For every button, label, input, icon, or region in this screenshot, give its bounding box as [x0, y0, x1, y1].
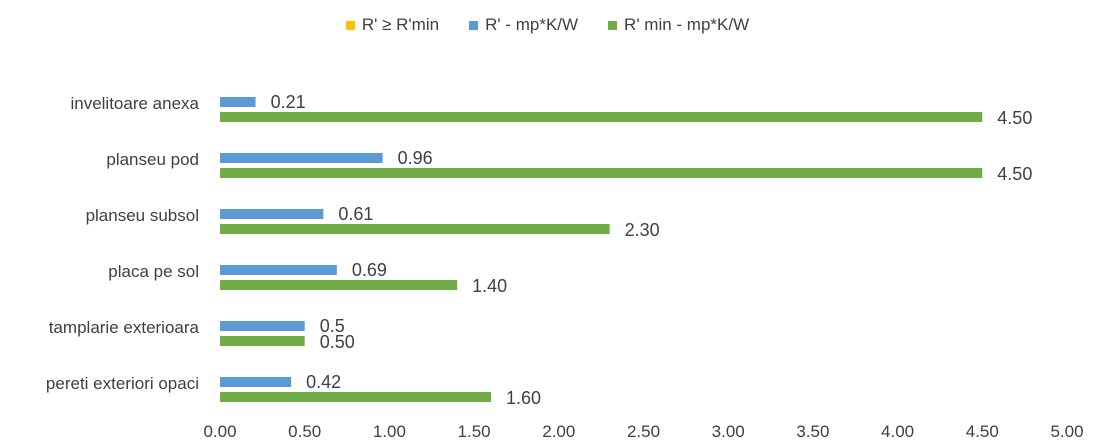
- legend-item-r: R' - mp*K/W: [469, 14, 578, 36]
- bar-rmin: [220, 280, 458, 290]
- legend-label-r: R' - mp*K/W: [485, 15, 579, 34]
- bar-rmin: [220, 112, 983, 122]
- category-label: planseu subsol: [86, 206, 199, 225]
- category-label: tamplarie exterioara: [49, 318, 200, 337]
- category-label: pereti exteriori opaci: [46, 374, 199, 393]
- data-label-rmin: 1.60: [506, 388, 541, 408]
- legend-swatch-r-ge-rmin: [345, 20, 355, 30]
- x-tick-label: 3.00: [712, 422, 745, 441]
- x-tick-label: 2.50: [627, 422, 660, 441]
- category-label: placa pe sol: [108, 262, 199, 281]
- category-label: invelitoare anexa: [70, 94, 199, 113]
- bar-r: [220, 321, 305, 331]
- x-tick-label: 0.00: [203, 422, 236, 441]
- legend-swatch-r: [469, 20, 479, 30]
- legend-item-r-ge-rmin: R' ≥ R'min: [345, 14, 440, 36]
- data-label-rmin: 1.40: [472, 276, 507, 296]
- bar-r: [220, 153, 383, 163]
- data-label-r: 0.69: [352, 260, 387, 280]
- bar-r: [220, 209, 324, 219]
- data-label-rmin: 2.30: [625, 220, 660, 240]
- chart-legend: R' ≥ R'min R' - mp*K/W R' min - mp*K/W: [0, 14, 1095, 36]
- bar-r: [220, 377, 292, 387]
- bar-r: [220, 265, 337, 275]
- plot-area: 0.00 0.50 1.00 1.50 2.00 2.50 3.00 3.50 4.00 4.50…: [46, 92, 1084, 441]
- data-label-r: 0.96: [398, 148, 433, 168]
- legend-item-rmin: R' min - mp*K/W: [608, 14, 749, 36]
- data-label-rmin: 4.50: [997, 108, 1032, 128]
- category-label: planseu pod: [106, 150, 199, 169]
- data-label-rmin: 4.50: [997, 164, 1032, 184]
- x-tick-label: 4.00: [881, 422, 914, 441]
- data-label-r: 0.5: [320, 316, 345, 336]
- x-tick-label: 2.00: [542, 422, 575, 441]
- bar-rmin: [220, 168, 983, 178]
- legend-label-r-ge-rmin: R' ≥ R'min: [361, 15, 440, 34]
- x-tick-label: 1.00: [373, 422, 406, 441]
- legend-swatch-rmin: [608, 20, 618, 30]
- bar-rmin: [220, 224, 610, 234]
- x-tick-label: 3.50: [796, 422, 829, 441]
- data-label-r: 0.42: [306, 372, 341, 392]
- bar-rmin: [220, 336, 305, 346]
- data-label-rmin: 0.50: [320, 332, 355, 352]
- legend-label-rmin: R' min - mp*K/W: [624, 15, 750, 34]
- x-tick-label: 4.50: [966, 422, 999, 441]
- bar-r: [220, 97, 256, 107]
- data-label-r: 0.21: [271, 92, 306, 112]
- x-tick-label: 0.50: [288, 422, 321, 441]
- x-tick-label: 1.50: [458, 422, 491, 441]
- x-tick-label: 5.00: [1050, 422, 1083, 441]
- data-label-r: 0.61: [338, 204, 373, 224]
- bar-rmin: [220, 392, 492, 402]
